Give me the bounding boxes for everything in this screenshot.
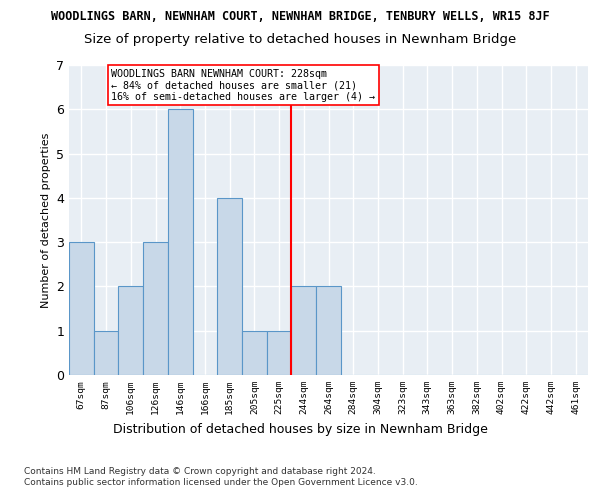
Text: Size of property relative to detached houses in Newnham Bridge: Size of property relative to detached ho… <box>84 32 516 46</box>
Bar <box>118 286 143 375</box>
Text: WOODLINGS BARN NEWNHAM COURT: 228sqm
← 84% of detached houses are smaller (21)
1: WOODLINGS BARN NEWNHAM COURT: 228sqm ← 8… <box>111 68 375 102</box>
Y-axis label: Number of detached properties: Number of detached properties <box>41 132 50 308</box>
Text: Distribution of detached houses by size in Newnham Bridge: Distribution of detached houses by size … <box>113 422 487 436</box>
Bar <box>316 286 341 375</box>
Bar <box>94 330 118 375</box>
Bar <box>267 330 292 375</box>
Bar <box>69 242 94 375</box>
Bar <box>143 242 168 375</box>
Bar <box>217 198 242 375</box>
Bar <box>242 330 267 375</box>
Text: Contains HM Land Registry data © Crown copyright and database right 2024.
Contai: Contains HM Land Registry data © Crown c… <box>24 468 418 487</box>
Bar <box>168 110 193 375</box>
Text: WOODLINGS BARN, NEWNHAM COURT, NEWNHAM BRIDGE, TENBURY WELLS, WR15 8JF: WOODLINGS BARN, NEWNHAM COURT, NEWNHAM B… <box>50 10 550 23</box>
Bar <box>292 286 316 375</box>
